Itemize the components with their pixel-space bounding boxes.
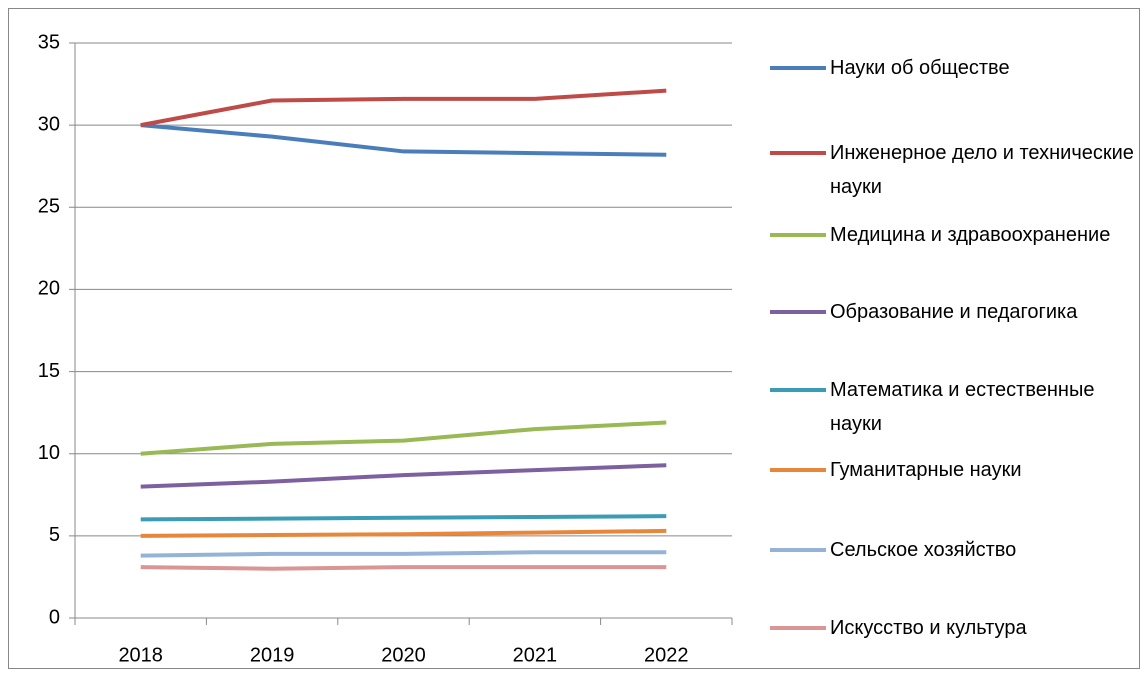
series-line — [140, 565, 667, 571]
series-line — [140, 550, 667, 558]
y-tick-label: 15 — [38, 360, 60, 382]
series-line — [140, 88, 667, 128]
x-tick-label: 2018 — [118, 644, 163, 666]
legend-label: Медицина и здравоохранение — [830, 224, 1111, 246]
y-tick-label: 30 — [38, 113, 60, 135]
chart-border — [8, 8, 1140, 669]
y-tick-label: 5 — [49, 524, 60, 546]
legend-label: Гуманитарные науки — [830, 459, 1022, 481]
series-line — [140, 123, 667, 157]
x-tick-label: 2022 — [644, 644, 689, 666]
legend-label: Искусство и культура — [830, 617, 1027, 639]
y-tick-label: 25 — [38, 196, 60, 218]
y-tick-label: 0 — [49, 606, 60, 628]
series-line — [140, 514, 667, 522]
legend-label: Науки об обществе — [830, 57, 1010, 79]
series-line — [140, 463, 667, 489]
series-line — [140, 528, 667, 538]
x-tick-label: 2020 — [381, 644, 426, 666]
y-tick-label: 10 — [38, 442, 60, 464]
legend-label: Сельское хозяйство — [830, 539, 1017, 561]
legend-label: Инженерное дело и технические науки — [830, 142, 1134, 198]
legend-label: Математика и естественные науки — [830, 379, 1095, 435]
series-line — [140, 420, 667, 456]
legend-label: Образование и педагогика — [830, 301, 1078, 323]
x-tick-label: 2021 — [513, 644, 558, 666]
x-tick-label: 2019 — [250, 644, 295, 666]
y-tick-label: 35 — [38, 31, 60, 53]
y-tick-label: 20 — [38, 278, 60, 300]
